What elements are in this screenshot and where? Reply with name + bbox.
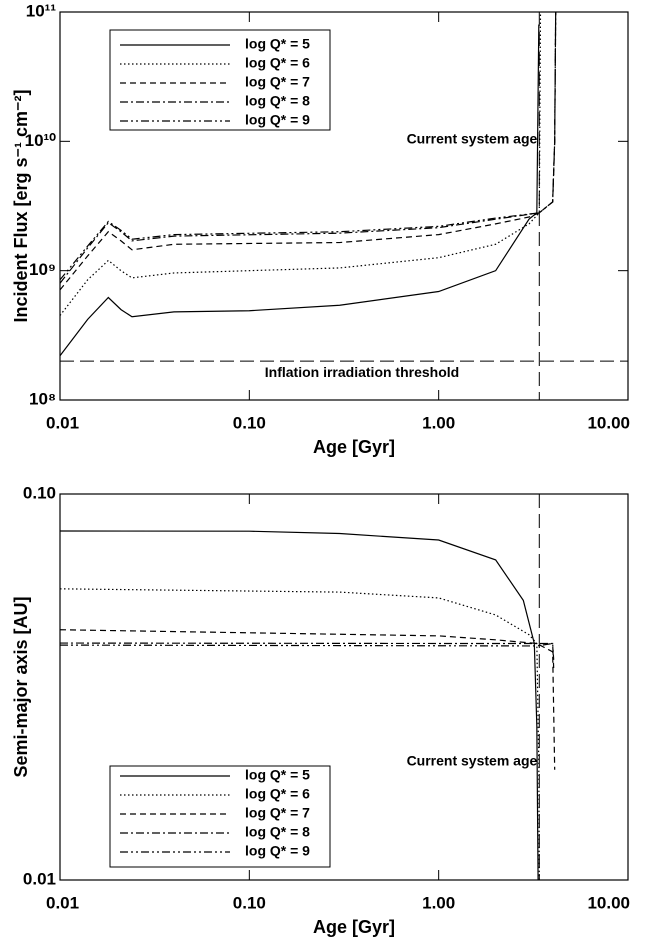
y-axis-label: Semi-major axis [AU] <box>11 596 31 777</box>
y-tick-label: 10⁹ <box>29 260 56 279</box>
legend-label: log Q* = 6 <box>245 786 310 802</box>
annotation: Current system age <box>407 753 538 769</box>
series-line <box>60 12 557 281</box>
x-tick-label: 0.01 <box>46 893 79 912</box>
y-tick-label: 0.01 <box>23 869 56 888</box>
x-tick-label: 10.00 <box>587 413 630 432</box>
series-line <box>60 629 556 770</box>
legend-box <box>109 29 331 131</box>
legend-label: log Q* = 8 <box>245 93 310 109</box>
y-tick-label: 10¹¹ <box>26 1 57 20</box>
legend-label: log Q* = 7 <box>245 805 310 821</box>
series-line <box>60 530 539 880</box>
legend-label: log Q* = 9 <box>245 112 310 128</box>
legend-label: log Q* = 8 <box>245 824 310 840</box>
x-tick-label: 0.01 <box>46 413 79 432</box>
annotation: Current system age <box>407 131 538 147</box>
axes-frame <box>59 493 629 881</box>
x-tick-label: 10.00 <box>587 893 630 912</box>
annotation: Inflation irradiation threshold <box>265 364 459 380</box>
x-tick-label: 1.00 <box>422 413 455 432</box>
y-tick-label: 0.10 <box>23 483 56 502</box>
lines <box>60 530 556 880</box>
y-tick-label: 10¹⁰ <box>25 131 57 150</box>
series-line <box>60 12 557 291</box>
x-axis-label: Age [Gyr] <box>313 917 395 937</box>
legend-label: log Q* = 5 <box>245 36 310 52</box>
x-tick-label: 0.10 <box>233 413 266 432</box>
x-axis-label: Age [Gyr] <box>313 437 395 457</box>
series-line <box>60 24 540 357</box>
plot: 0.01 0.10 1.00 10.00 0.01 0.10 Age [Gyr] Semi-m… <box>11 483 630 936</box>
y-tick-label: 10⁸ <box>29 389 56 408</box>
y-axis-label: Incident Flux [erg s⁻¹ cm⁻²] <box>11 89 31 322</box>
series-line <box>60 12 542 316</box>
x-tick-label: 0.10 <box>233 893 266 912</box>
series-line <box>60 588 540 880</box>
axes-frame <box>59 11 629 401</box>
legend-label: log Q* = 9 <box>245 843 310 859</box>
plot: 0.01 0.10 1.00 10.00 10⁸ 10⁹ 10¹⁰ 10¹¹ Age [Gyr]… <box>11 1 630 456</box>
legend-label: log Q* = 6 <box>245 55 310 71</box>
legend-label: log Q* = 5 <box>245 767 310 783</box>
x-tick-label: 1.00 <box>422 893 455 912</box>
lines <box>60 12 557 357</box>
legend-label: log Q* = 7 <box>245 74 310 90</box>
legend-box <box>109 765 331 868</box>
series-line <box>60 642 555 660</box>
series-line <box>60 642 555 669</box>
